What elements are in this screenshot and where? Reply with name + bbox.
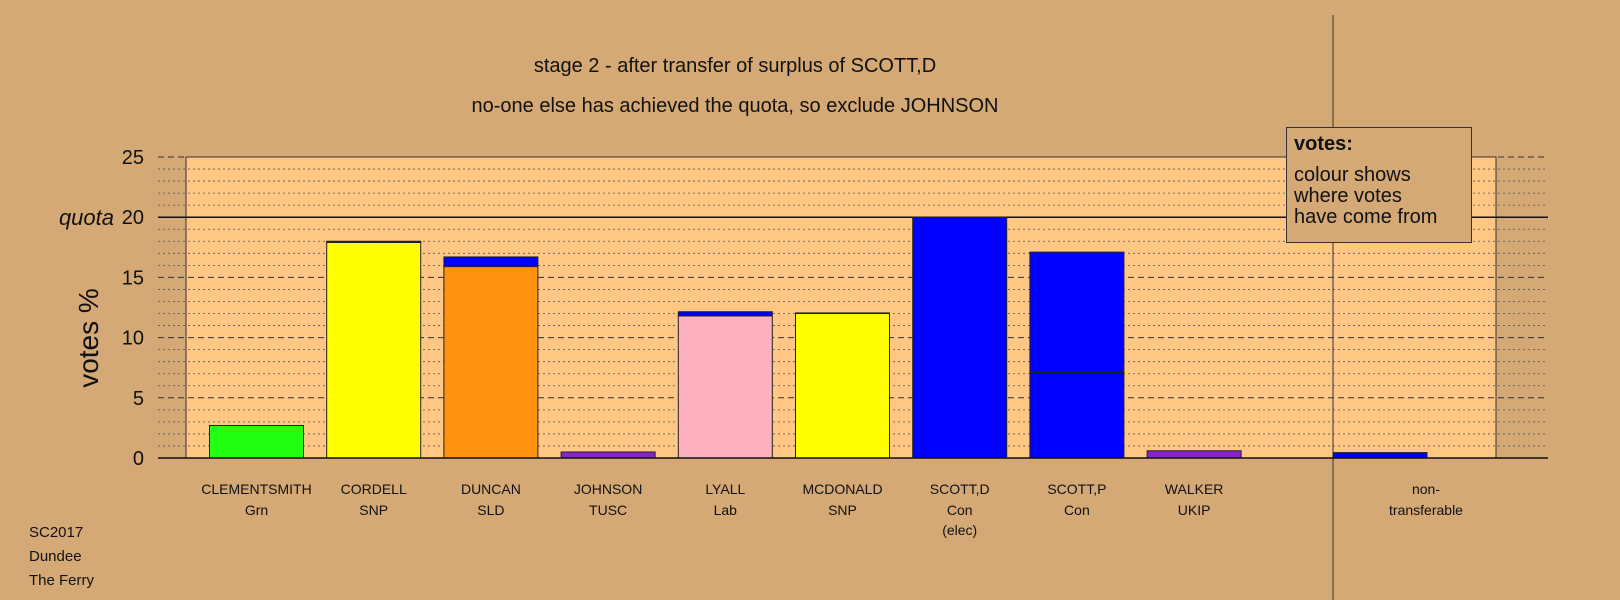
x-label-party: Con: [947, 502, 973, 518]
legend-body: colour shows where votes have come from: [1294, 165, 1464, 228]
x-label-party: Con: [1064, 502, 1090, 518]
x-label-name: WALKER: [1165, 481, 1224, 497]
x-label-party: Grn: [245, 502, 268, 518]
chart-subtitle: no-one else has achieved the quota, so e…: [472, 95, 999, 117]
x-label-name: CLEMENTSMITH: [201, 481, 311, 497]
x-label-party: TUSC: [589, 502, 627, 518]
bar-segment: [677, 315, 773, 459]
nontransferable-bar: [1332, 452, 1428, 459]
bar-segment: [443, 266, 539, 459]
y-axis-label: votes %: [73, 288, 104, 388]
nontransferable-label-2: transferable: [1389, 502, 1463, 518]
x-label-party: UKIP: [1178, 502, 1211, 518]
bar-segment: [209, 424, 304, 459]
legend-line-2: where votes: [1294, 185, 1402, 207]
footer-info: SC2017 Dundee The Ferry: [29, 521, 94, 593]
x-label-party: Lab: [714, 502, 738, 518]
x-label-name: SCOTT,P: [1047, 481, 1106, 497]
bar-segment: [443, 256, 539, 268]
bar-segment: [1146, 450, 1242, 459]
legend-box: votes: colour shows where votes have com…: [1286, 127, 1472, 243]
x-label-party: SLD: [477, 502, 504, 518]
quota-label: quota: [59, 205, 114, 230]
bar-segment: [677, 311, 773, 317]
y-tick-label: 10: [122, 328, 144, 350]
x-label-name: JOHNSON: [574, 481, 642, 497]
x-label-party: SNP: [828, 502, 857, 518]
x-label-name: MCDONALD: [802, 481, 882, 497]
bar-segment: [795, 312, 890, 315]
x-label-name: DUNCAN: [461, 481, 521, 497]
bar-segment: [326, 240, 422, 243]
x-label-name: SCOTT,D: [930, 481, 990, 497]
bar-segment: [1029, 372, 1125, 459]
legend-title: votes:: [1294, 133, 1353, 155]
y-tick-label: 20: [122, 207, 144, 229]
nontransferable-label-1: non-: [1412, 481, 1440, 497]
x-label-note: (elec): [942, 522, 977, 538]
bar-segment: [326, 241, 422, 459]
chart-title: stage 2 - after transfer of surplus of S…: [534, 55, 936, 77]
footer-election: SC2017: [29, 524, 84, 541]
footer-ward: The Ferry: [29, 572, 95, 589]
bar-segment: [560, 451, 656, 459]
y-tick-label: 15: [122, 267, 144, 289]
x-label-party: SNP: [359, 502, 388, 518]
footer-council: Dundee: [29, 548, 82, 565]
bar-segment: [912, 216, 1008, 459]
y-tick-label: 25: [122, 147, 144, 169]
legend-line-1: colour shows: [1294, 164, 1411, 186]
y-tick-label: 0: [133, 448, 144, 470]
x-label-name: CORDELL: [341, 481, 407, 497]
bar-segment: [1029, 251, 1125, 374]
bar-segment: [795, 313, 890, 459]
y-tick-label: 5: [133, 388, 144, 410]
legend-line-3: have come from: [1294, 206, 1438, 228]
x-label-name: LYALL: [705, 481, 745, 497]
